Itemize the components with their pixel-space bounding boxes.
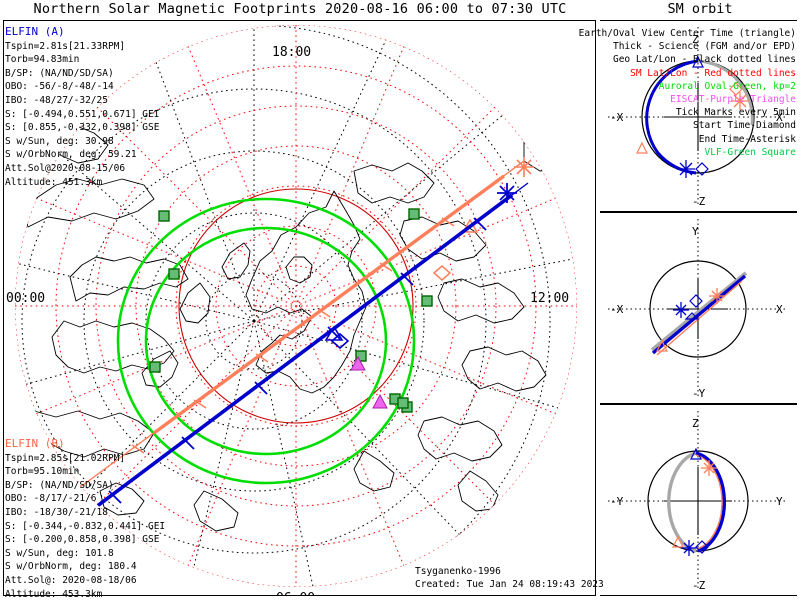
elfin-b-s-gse: S: [-0.200,0.858,0.398] GSE <box>5 534 160 546</box>
axis-label-x-neg-zx: -X <box>610 111 624 124</box>
elfin-a-tspin: Tspin=2.81s[21.33RPM] <box>5 40 126 52</box>
sm-orbit-panel-zy: Z -Z -Y Y <box>600 404 797 596</box>
axis-label-z-neg-zy: -Z <box>692 579 706 592</box>
elfin-a-track <box>43 182 529 547</box>
axis-label-x-neg-yx: -X <box>610 303 624 316</box>
sm-orbit-yx-svg: Y -Y -X X <box>608 219 788 400</box>
elfin-a-s-orbnorm: S w/OrbNorm, deg: 59.21 <box>5 149 137 161</box>
markers-zx <box>636 55 749 178</box>
elfin-a-label: ELFIN (A) <box>5 25 65 38</box>
elfin-a-torb: Torb=94.83min <box>5 54 80 66</box>
legend-center-time: Earth/Oval View Center Time (triangle) <box>578 28 796 39</box>
sm-inner-circle <box>178 188 414 424</box>
elfin-a-altitude: Altitude: 451.3km <box>5 176 103 188</box>
auroral-oval <box>116 197 416 485</box>
axis-label-z-pos-zx: Z <box>692 33 699 46</box>
legend-end-time: End Time-Asterisk <box>698 133 796 145</box>
orbit-traces-yx <box>650 271 748 356</box>
legend-start-time: Start Time-Diamond <box>693 120 796 132</box>
mlt-label-12: 12:00 <box>530 291 570 306</box>
elfin-a-ibo: IBO: -48/27/-32/25 <box>5 94 108 106</box>
sm-orbit-panel-zx: Z -Z -X X <box>600 20 797 212</box>
orbit-salmon-zy <box>695 454 723 550</box>
legend-tick-marks: Tick Marks every 5min <box>675 107 796 119</box>
axis-solid-yx <box>668 279 728 339</box>
elfin-b-attsol: Att.Sol@: 2020-08-18/06 <box>5 574 137 586</box>
elfin-a-attsol: Att.Sol@2020-08-15/06 <box>5 162 126 174</box>
created-timestamp: Created: Tue Jan 24 08:19:43 2023 <box>415 579 604 591</box>
elfin-b-torb: Torb=95.10min <box>5 466 80 478</box>
axis-label-z-neg-zx: -Z <box>692 195 706 208</box>
legend-thick-science: Thick - Science (FGM and/or EPD) <box>612 41 796 53</box>
axis-label-x-pos-yx: X <box>776 303 783 316</box>
axis-label-y-pos-yx: Y <box>692 225 699 238</box>
mlt-label-18: 18:00 <box>272 45 312 60</box>
elfin-a-bsp: B/SP: (NA/ND/SD/SA) <box>5 67 114 79</box>
orbit-blue-zx <box>645 59 699 175</box>
elfin-b-bsp: B/SP: (NA/ND/SD/SA) <box>5 479 114 491</box>
axis-label-z-pos-zy: Z <box>692 417 699 430</box>
mlt-label-06: 06:00 <box>276 591 315 595</box>
legend-eiscat: EISCAT-Purple Triangle <box>670 94 796 106</box>
mlt-label-00: 00:00 <box>6 291 46 306</box>
sm-orbit-title: SM orbit <box>667 1 733 17</box>
elfin-b-obo: OBO: -8/17/-21/6 <box>5 493 97 505</box>
legend-vlf: VLF-Green Square <box>704 146 796 158</box>
sm-orbit-zy-svg: Z -Z -Y Y <box>608 411 788 592</box>
elfin-a-obo: OBO: -56/-8/-48/-14 <box>5 81 114 93</box>
elfin-b-label: ELFIN (B) <box>5 437 65 450</box>
elfin-b-tspin: Tspin=2.85s[21.02RPM] <box>5 452 126 464</box>
elfin-b-ibo: IBO: -18/30/-21/18 <box>5 506 108 518</box>
elfin-b-s-gei: S: [-0.344,-0.832,0.441] GEI <box>5 520 166 532</box>
legend-sm-latlon: SM Lat/Lon - Red dotted lines <box>630 67 796 79</box>
sm-graticule <box>15 25 577 587</box>
elfin-a-s-gse: S: [0.855,-0.332,0.398] GSE <box>5 122 160 134</box>
axis-label-y-neg-yx: -Y <box>692 387 706 400</box>
elfin-b-track <box>33 157 534 522</box>
legend-geo-latlon: Geo Lat/Lon - Black dotted lines <box>612 54 796 66</box>
model-name: Tsyganenko-1996 <box>415 566 501 577</box>
orbit-gray-zx <box>697 59 754 126</box>
map-legend: Earth/Oval View Center Time (triangle) T… <box>579 27 796 159</box>
elfin-a-s-gei: S: [-0.494,0.551,0.671] GEI <box>5 108 160 120</box>
axis-solid-zy <box>664 467 732 535</box>
sm-orbit-panel-yx: Y -Y -X X <box>600 212 797 404</box>
elfin-b-s-orbnorm: S w/OrbNorm, deg: 180.4 <box>5 561 137 573</box>
markers-yx <box>656 288 725 352</box>
elfin-b-altitude: Altitude: 453.3km <box>5 588 103 600</box>
polar-map-panel: 18:00 06:00 <box>3 20 596 596</box>
axis-label-x-pos-zx: X <box>776 111 783 124</box>
elfin-a-s-sun: S w/Sun, deg: 30.98 <box>5 135 114 147</box>
vlf-stations <box>149 208 433 413</box>
elfin-b-info-block: ELFIN (B) Tspin=2.85s[21.02RPM] Torb=95.… <box>5 437 165 601</box>
elfin-b-s-sun: S w/Sun, deg: 101.8 <box>5 547 114 559</box>
orbit-gray-zy <box>667 451 697 553</box>
page-title: Northern Solar Magnetic Footprints 2020-… <box>33 1 567 17</box>
sm-orbit-column: Z -Z -X X <box>600 20 797 596</box>
sm-orbit-zx-svg: Z -Z -X X <box>608 27 788 208</box>
coastlines <box>23 124 571 532</box>
axis-label-y-neg-zy: -Y <box>610 495 624 508</box>
earth-circle-yx <box>649 260 747 358</box>
orbit-blue-zy <box>695 451 726 553</box>
credit-block: Tsyganenko-1996 Created: Tue Jan 24 08:1… <box>415 565 604 591</box>
polar-map-svg <box>15 25 577 587</box>
markers-zy <box>672 447 717 556</box>
eiscat-stations <box>350 355 388 409</box>
legend-auroral-oval: Auroral Oval-Green, kp=2 <box>658 80 796 92</box>
elfin-a-info-block: ELFIN (A) Tspin=2.81s[21.33RPM] Torb=94.… <box>5 25 159 189</box>
axis-solid-zx <box>664 83 732 151</box>
axis-label-y-pos-zy: Y <box>776 495 783 508</box>
